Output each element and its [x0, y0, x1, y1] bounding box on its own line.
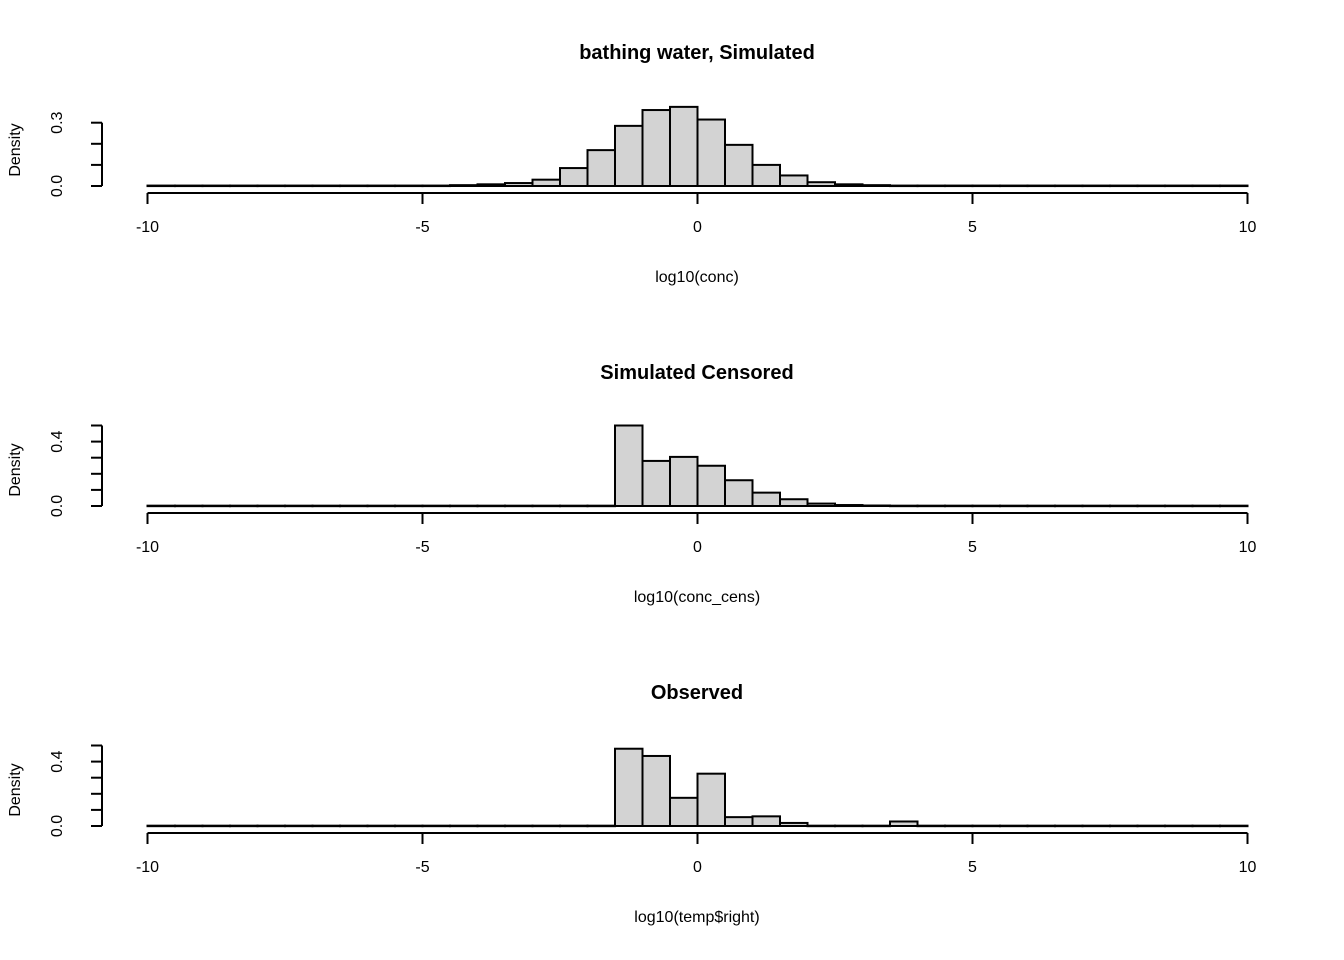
histogram-bars	[146, 105, 1249, 188]
y-tick-label: 0.0	[49, 175, 66, 197]
x-tick-label: 10	[1239, 219, 1257, 236]
y-axis: 0.0 0.3	[49, 111, 103, 197]
y-axis-label: Density	[7, 443, 24, 496]
y-tick-label: 0.0	[49, 815, 66, 837]
plot-title: Observed	[651, 682, 743, 704]
x-tick-label: 5	[968, 539, 977, 556]
x-axis: -10 -5 0 5 10	[136, 512, 1257, 556]
plot-title: bathing water, Simulated	[579, 42, 815, 64]
x-tick-label: 0	[693, 859, 702, 876]
plot-title: Simulated Censored	[600, 362, 793, 384]
x-tick-label: -5	[415, 539, 429, 556]
histogram-observed: -10 -5 0 5 10 0.0 0.4 Observed log10(temp$rig…	[7, 682, 1257, 926]
x-tick-label: 5	[968, 859, 977, 876]
y-tick-label: 0.0	[49, 495, 66, 517]
x-tick-label: -10	[136, 219, 159, 236]
x-axis: -10 -5 0 5 10	[136, 832, 1257, 876]
y-axis-label: Density	[7, 123, 24, 176]
y-axis-label: Density	[7, 763, 24, 816]
x-axis-label: log10(conc)	[655, 269, 739, 286]
histogram-bars	[146, 424, 1249, 508]
y-axis: 0.0 0.4	[49, 744, 103, 837]
histogram-simulated-censored: -10 -5 0 5 10 0.0 0.4 Simulated Censored log1…	[7, 362, 1257, 606]
x-tick-label: -5	[415, 219, 429, 236]
x-tick-label: 5	[968, 219, 977, 236]
x-axis-label: log10(temp$right)	[634, 909, 759, 926]
x-tick-label: -10	[136, 539, 159, 556]
y-tick-label: 0.4	[49, 430, 66, 452]
x-tick-label: 0	[693, 539, 702, 556]
x-tick-label: 0	[693, 219, 702, 236]
y-tick-label: 0.3	[49, 111, 66, 133]
x-tick-label: 10	[1239, 859, 1257, 876]
x-axis-label: log10(conc_cens)	[634, 589, 760, 606]
panel-observed: -10 -5 0 5 10 0.0 0.4 Observed log10(temp$rig…	[0, 640, 1344, 960]
x-tick-label: -5	[415, 859, 429, 876]
histogram-simulated: -10 -5 0 5 10 0.0 0.3 bathing water, Simulate…	[7, 42, 1257, 286]
panel-simulated: -10 -5 0 5 10 0.0 0.3 bathing water, Simulate…	[0, 0, 1344, 320]
panel-simulated-censored: -10 -5 0 5 10 0.0 0.4 Simulated Censored log1…	[0, 320, 1344, 640]
y-axis: 0.0 0.4	[49, 424, 103, 517]
x-tick-label: -10	[136, 859, 159, 876]
x-tick-label: 10	[1239, 539, 1257, 556]
histogram-bars	[146, 747, 1249, 828]
x-axis: -10 -5 0 5 10	[136, 192, 1257, 236]
y-tick-label: 0.4	[49, 750, 66, 772]
